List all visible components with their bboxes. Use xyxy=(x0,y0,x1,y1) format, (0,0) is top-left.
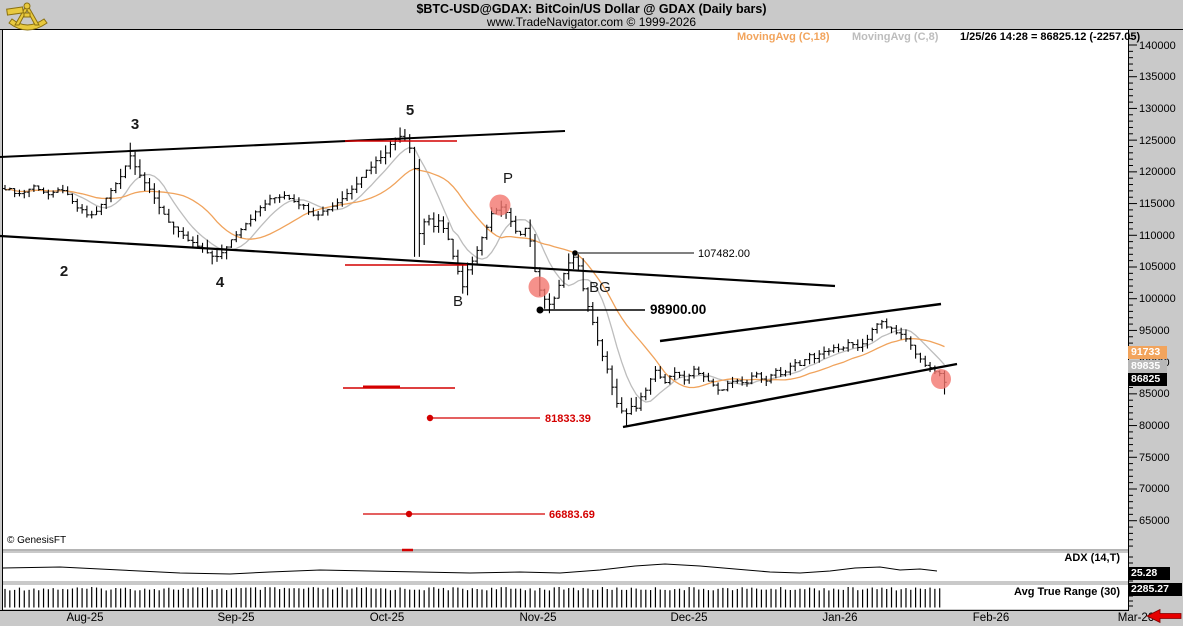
price-tick-label: 100000 xyxy=(1139,293,1176,306)
price-tick-label: 125000 xyxy=(1139,134,1176,147)
price-tick-label: 110000 xyxy=(1139,229,1175,242)
adx-value-badge: 25.28 xyxy=(1128,567,1170,580)
price-chart-panel xyxy=(3,30,1128,549)
x-axis-month-label: Jan-26 xyxy=(822,612,858,624)
footer-separator-line xyxy=(0,610,1129,611)
price-tick-label: 135000 xyxy=(1139,71,1176,84)
atr-value-badge: 2285.27 xyxy=(1128,583,1182,596)
price-tick-label: 70000 xyxy=(1139,483,1170,496)
price-tick-label: 130000 xyxy=(1139,102,1176,115)
genesisft-sextant-logo-icon xyxy=(6,2,48,31)
x-axis-month-label: Mar-26 xyxy=(1117,612,1155,624)
price-tick-label: 120000 xyxy=(1139,166,1176,179)
x-axis-month-label: Feb-26 xyxy=(972,612,1010,624)
price-tick-label: 105000 xyxy=(1139,261,1176,274)
price-axis-ticks xyxy=(1128,38,1137,607)
legend-movingavg-8[interactable]: MovingAvg (C,8) xyxy=(852,31,939,43)
scroll-left-arrow-button[interactable] xyxy=(1146,609,1182,624)
ma8-value-badge: 89835 xyxy=(1128,360,1167,373)
ma18-value-badge: 91733 xyxy=(1128,346,1167,359)
price-tick-label: 80000 xyxy=(1139,420,1170,433)
chart-left-border xyxy=(2,29,3,611)
chart-subtitle: www.TradeNavigator.com © 1999-2026 xyxy=(486,15,697,29)
genesisft-copyright: © GenesisFT xyxy=(7,535,67,546)
last-price-badge: 86825 xyxy=(1128,373,1167,386)
adx-indicator-panel xyxy=(3,553,1128,581)
price-tick-label: 75000 xyxy=(1139,451,1170,464)
chart-bottom-separator xyxy=(2,549,1128,551)
price-tick-label: 85000 xyxy=(1139,388,1170,401)
x-axis-month-label: Aug-25 xyxy=(66,612,104,624)
price-tick-label: 115000 xyxy=(1139,198,1175,211)
header-separator-line xyxy=(0,29,1183,30)
price-tick-label: 140000 xyxy=(1139,39,1176,52)
chart-right-border xyxy=(1128,29,1129,611)
x-axis-month-label: Oct-25 xyxy=(369,612,405,624)
price-tick-label: 95000 xyxy=(1139,324,1170,337)
chart-title: $BTC-USD@GDAX: BitCoin/US Dollar @ GDAX … xyxy=(416,2,767,16)
legend-last-quote: 1/25/26 14:28 = 86825.12 (-2257.05) xyxy=(960,31,1141,43)
x-axis-month-label: Nov-25 xyxy=(519,612,557,624)
atr-indicator-panel xyxy=(3,585,1128,609)
adx-pane-label: ADX (14,T) xyxy=(1064,552,1120,564)
x-axis-month-label: Sep-25 xyxy=(217,612,255,624)
legend-movingavg-18[interactable]: MovingAvg (C,18) xyxy=(737,31,830,43)
price-tick-label: 65000 xyxy=(1139,515,1170,528)
atr-pane-label: Avg True Range (30) xyxy=(1014,586,1120,598)
x-axis-month-label: Dec-25 xyxy=(670,612,708,624)
